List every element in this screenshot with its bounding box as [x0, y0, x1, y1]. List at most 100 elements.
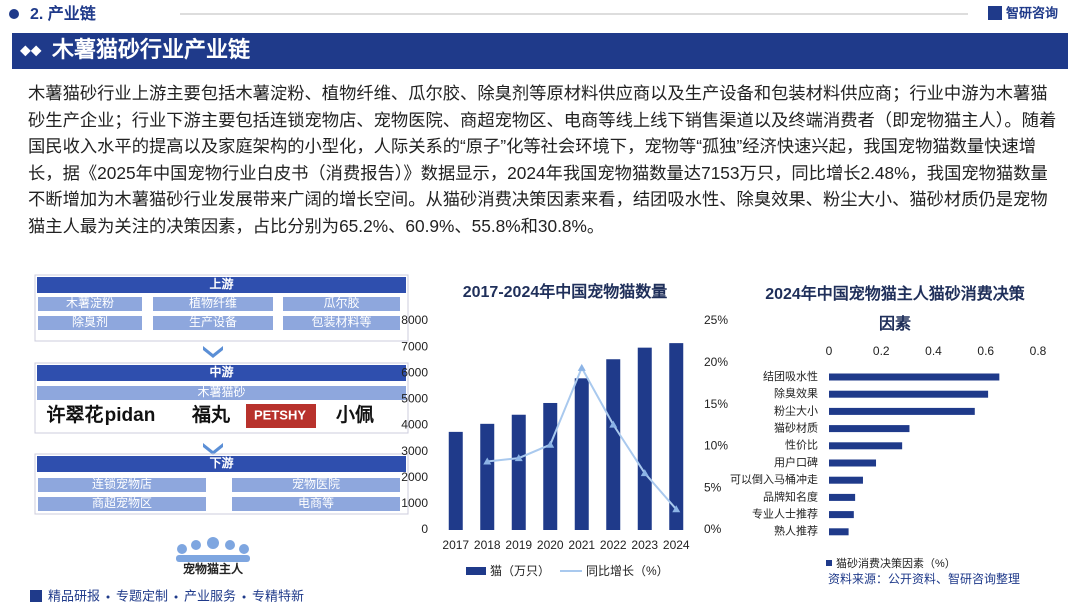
stage-label: 下游 [209, 455, 233, 470]
bar [829, 528, 849, 536]
title-icon: ◆◆ [20, 42, 42, 58]
bar [829, 459, 877, 467]
brand-logo: 许翠花 [46, 403, 103, 426]
stage-header [37, 277, 406, 293]
item: 商超宠物区 [92, 495, 152, 510]
bar [829, 442, 903, 450]
y2-tick-label: 0% [704, 522, 722, 536]
bar [669, 343, 684, 530]
brand-logo: 小佩 [336, 403, 374, 426]
y2-tick-label: 10% [704, 439, 728, 453]
y-tick-label: 6000 [401, 365, 428, 379]
item: 木薯猫砂 [197, 385, 245, 399]
x-tick-label: 2018 [474, 538, 501, 552]
bar [574, 378, 589, 530]
brand: 智研咨询 [1006, 5, 1058, 20]
stage-box [34, 453, 409, 515]
bar [829, 493, 856, 501]
y-tick-label: 1000 [401, 496, 428, 510]
x-tick-label: 0 [826, 344, 833, 358]
item: 包装材料等 [311, 315, 371, 329]
legend-swatch [826, 560, 832, 566]
people-icon [176, 537, 250, 562]
x-tick-label: 2023 [631, 538, 658, 552]
y2-tick-label: 5% [704, 480, 722, 494]
y-tick-label: 熟人推荐 [774, 524, 818, 538]
footer-icon [30, 590, 42, 602]
marker [483, 457, 492, 465]
y2-tick-label: 15% [704, 397, 728, 411]
item: 木薯淀粉 [66, 296, 114, 310]
arrow [203, 346, 223, 358]
item: 连锁宠物店 [92, 476, 152, 491]
marker [577, 363, 586, 371]
item-box [153, 316, 273, 330]
brand-logo: pidan [105, 405, 156, 426]
stage-label: 中游 [209, 364, 233, 379]
x-tick-label: 2020 [537, 538, 564, 552]
bar [829, 476, 863, 484]
item-box [38, 297, 142, 311]
item: 电商等 [298, 495, 334, 510]
marker [609, 420, 618, 428]
stage-header [37, 456, 406, 472]
x-tick-label: 2019 [505, 538, 532, 552]
bar [637, 347, 652, 530]
legend-label: 猫（万只） [490, 564, 550, 578]
bar [829, 407, 975, 415]
brand-icon [988, 6, 1002, 20]
legend-swatch [466, 567, 486, 575]
item-box [283, 316, 400, 330]
y-tick-label: 用户口碑 [774, 455, 818, 469]
item-box [38, 478, 206, 492]
bar [829, 390, 989, 398]
x-tick-label: 2017 [442, 538, 469, 552]
chart-title: 2024年中国宠物猫主人猫砂消费决策因素 [765, 286, 1025, 333]
y-tick-label: 7000 [401, 339, 428, 353]
separator [106, 595, 110, 599]
footer-item: 产业服务 [184, 588, 236, 603]
item: 生产设备 [189, 315, 237, 329]
separator [174, 595, 178, 599]
item: 瓜尔胶 [323, 295, 359, 310]
bar [480, 423, 495, 530]
y-tick-label: 8000 [401, 313, 428, 327]
y-tick-label: 2000 [401, 470, 428, 484]
y-tick-label: 3000 [401, 444, 428, 458]
marker [640, 469, 649, 477]
x-tick-label: 0.4 [925, 344, 942, 358]
bullet [9, 9, 19, 19]
bar [448, 431, 463, 530]
x-tick-label: 2021 [568, 538, 595, 552]
brand-logo: PETSHY [254, 407, 306, 422]
y-tick-label: 除臭效果 [774, 386, 818, 400]
item-box [38, 497, 206, 511]
brand-box [246, 404, 316, 428]
y2-tick-label: 20% [704, 355, 728, 369]
x-tick-label: 0.8 [1030, 344, 1047, 358]
stage-header [37, 365, 406, 381]
bar [606, 359, 621, 530]
section: 2. 产业链 [30, 4, 97, 23]
y2-tick-label: 25% [704, 313, 728, 327]
x-tick-label: 2022 [600, 538, 627, 552]
bar [829, 373, 1000, 381]
item-box [153, 297, 273, 311]
stage-box [34, 274, 409, 342]
marker [546, 440, 555, 448]
marker [514, 454, 523, 462]
separator [242, 595, 246, 599]
item-box [232, 478, 400, 492]
item: 宠物医院 [292, 476, 340, 491]
footer-item: 专精特新 [252, 588, 304, 603]
x-tick-label: 2024 [663, 538, 690, 552]
bar [829, 511, 854, 519]
footer-item: 精品研报 [48, 588, 100, 603]
bar [511, 414, 526, 530]
x-tick-label: 0.6 [977, 344, 994, 358]
y-tick-label: 品牌知名度 [763, 489, 818, 503]
stage-box [34, 362, 409, 434]
paragraph: 木薯猫砂行业上游主要包括木薯淀粉、植物纤维、瓜尔胶、除臭剂等原材料供应商以及生产… [28, 83, 1057, 236]
